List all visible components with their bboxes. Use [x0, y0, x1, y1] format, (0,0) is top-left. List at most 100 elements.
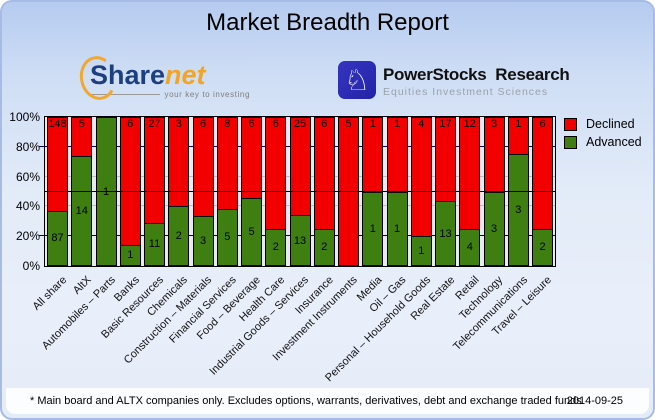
advanced-swatch-icon	[564, 135, 577, 149]
powerstocks-subtitle: Equities Investment Sciences	[383, 86, 549, 98]
powerstocks-title: PowerStocks Research	[383, 65, 570, 84]
bar-segment-advanced: 4	[459, 228, 481, 266]
sharenet-word-share: Share	[90, 60, 166, 90]
advanced-value-label: 1	[102, 185, 110, 198]
bar-segment-advanced: 2	[168, 206, 190, 266]
bar-segment-advanced: 5	[216, 208, 238, 266]
bar-segment-declined: 4	[410, 117, 432, 238]
y-axis-tick-label: 60%	[15, 169, 40, 184]
advanced-value-label: 1	[393, 222, 401, 235]
bar-segment-declined: 6	[313, 117, 335, 230]
bar-segment-advanced: 13	[435, 201, 456, 266]
sharenet-tagline: your key to investing	[90, 90, 250, 99]
bar-segment-advanced: 1	[410, 236, 432, 266]
declined-value-label: 4	[418, 118, 425, 130]
sharenet-tagline-text: your key to investing	[164, 90, 250, 99]
bar-segment-advanced: 3	[507, 154, 529, 266]
advanced-value-label: 2	[539, 241, 546, 254]
advanced-value-label: 2	[272, 241, 279, 254]
bar-segment-advanced: 2	[532, 228, 553, 266]
advanced-value-label: 5	[248, 226, 255, 239]
advanced-value-label: 1	[418, 245, 425, 258]
bar-segment-declined: 148	[47, 117, 68, 212]
advanced-value-label: 2	[321, 241, 328, 254]
stacked-bar: 25 13	[289, 117, 311, 266]
bar-segment-declined: 5	[338, 117, 359, 266]
declined-value-label: 17	[439, 118, 452, 130]
bar-segment-declined: 17	[435, 117, 456, 203]
stacked-bar: 5 14	[71, 117, 93, 266]
legend-item-declined: Declined	[564, 117, 642, 131]
declined-value-label: 3	[490, 118, 498, 130]
advanced-value-label: 5	[224, 231, 231, 244]
knight-chess-icon: ♘	[338, 61, 376, 99]
y-axis-tick-label: 100%	[9, 110, 40, 124]
bar-segment-declined: 1	[362, 117, 384, 193]
stacked-bar: 5	[338, 117, 359, 266]
bar-segment-advanced: 2	[265, 228, 287, 266]
fifty-percent-line	[45, 190, 555, 192]
declined-value-label: 1	[515, 118, 522, 130]
bar-segment-advanced: 3	[483, 191, 505, 266]
plot-area: 148 87 5 14 1 6 1 27 11 3 2 6 3 8 5 6 5 6 2 25 13 6 2 5 1 1 1 1 4 1 17…	[44, 116, 556, 267]
bar-segment-declined: 3	[168, 117, 190, 208]
legend-item-advanced: Advanced	[564, 135, 642, 149]
footer-date: 2014-09-25	[566, 395, 623, 407]
sharenet-wordmark: Sharenet	[75, 52, 250, 104]
y-axis-tick-label: 40%	[15, 199, 40, 214]
declined-value-label: 6	[272, 118, 279, 130]
sharenet-logo: Sharenet your key to investing	[75, 52, 250, 104]
bar-segment-declined: 8	[216, 117, 238, 210]
advanced-value-label: 13	[439, 227, 452, 240]
legend-label-advanced: Advanced	[586, 135, 642, 149]
declined-value-label: 1	[393, 118, 401, 130]
bar-segment-declined: 6	[241, 117, 262, 200]
advanced-value-label: 3	[490, 222, 498, 235]
stacked-bar: 27 11	[144, 117, 165, 266]
declined-value-label: 8	[224, 118, 231, 130]
y-axis-tick-label: 80%	[15, 139, 40, 154]
declined-value-label: 1	[369, 118, 376, 130]
advanced-value-label: 3	[199, 235, 207, 248]
bar-segment-advanced: 1	[386, 191, 408, 266]
declined-value-label: 27	[148, 118, 161, 130]
advanced-value-label: 1	[127, 249, 134, 262]
declined-value-label: 12	[463, 118, 476, 130]
chart-legend: Declined Advanced	[564, 117, 642, 153]
declined-value-label: 6	[127, 118, 134, 130]
tagline-rule	[90, 94, 161, 95]
advanced-value-label: 2	[175, 230, 182, 243]
stacked-bar: 148 87	[47, 117, 68, 266]
bar-segment-declined: 6	[265, 117, 287, 230]
x-axis-label-text: All share	[30, 274, 69, 313]
declined-value-label: 25	[293, 118, 307, 130]
powerstocks-logo: ♘ PowerStocks Research Equities Investme…	[338, 61, 570, 99]
bar-segment-advanced: 1	[95, 117, 117, 266]
bars-container: 148 87 5 14 1 6 1 27 11 3 2 6 3 8 5 6 5 6 2 25 13 6 2 5 1 1 1 1 4 1 17…	[45, 117, 555, 266]
y-axis-tick	[39, 235, 45, 237]
declined-value-label: 6	[248, 118, 255, 130]
declined-swatch-icon	[564, 117, 577, 131]
bar-segment-advanced: 87	[47, 210, 68, 266]
legend-label-declined: Declined	[586, 117, 635, 131]
declined-value-label: 5	[345, 118, 352, 130]
bar-segment-declined: 6	[532, 117, 553, 230]
y-axis-tick-label: 20%	[15, 229, 40, 244]
bar-segment-advanced: 2	[313, 228, 335, 266]
bar-segment-advanced: 11	[144, 222, 165, 266]
bar-segment-declined: 6	[192, 117, 214, 218]
powerstocks-text: PowerStocks Research Equities Investment…	[383, 61, 570, 98]
footer-note: * Main board and ALTX companies only. Ex…	[30, 395, 582, 407]
bar-segment-declined: 1	[507, 117, 529, 156]
advanced-value-label: 13	[293, 234, 307, 247]
bar-segment-advanced: 5	[241, 198, 262, 266]
advanced-value-label: 87	[51, 232, 64, 245]
